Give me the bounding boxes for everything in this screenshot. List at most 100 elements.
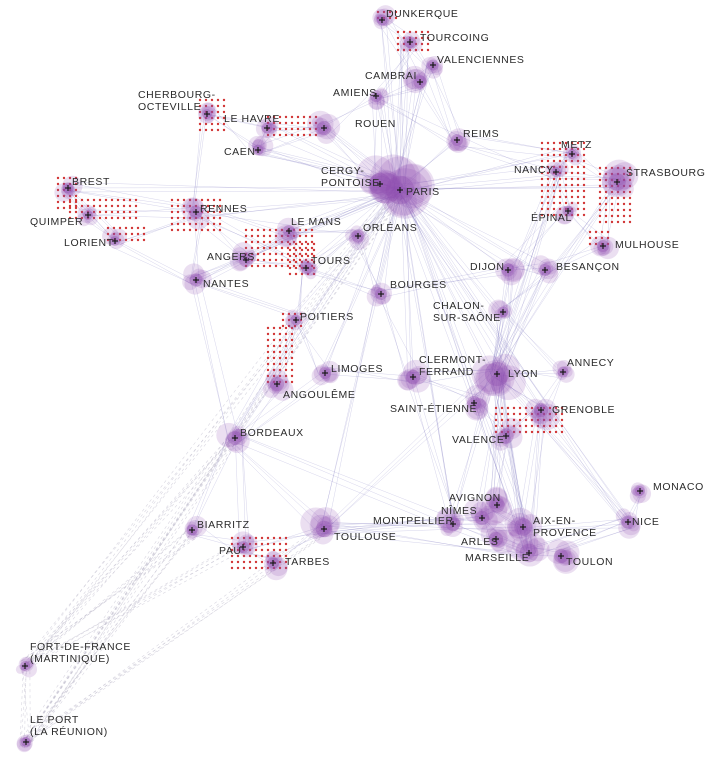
city-blob — [400, 368, 421, 389]
city-markers — [22, 17, 643, 745]
network-link — [261, 134, 272, 147]
grid-dot — [290, 127, 294, 131]
network-link — [399, 177, 554, 194]
grid-dot — [402, 36, 406, 40]
grid-dot — [560, 412, 564, 416]
network-link — [264, 121, 396, 191]
grid-dot — [194, 204, 198, 208]
grid-dot — [216, 122, 220, 126]
grid-dot — [284, 380, 288, 384]
grid-dot — [576, 141, 580, 145]
city-label-aix-line2: PROVENCE — [533, 527, 597, 539]
network-link — [404, 193, 414, 378]
grid-dot — [518, 430, 522, 434]
grid-dot — [294, 254, 298, 258]
grid-dot — [546, 195, 550, 199]
grid-dot — [272, 127, 276, 131]
city-blob — [627, 520, 640, 532]
grid-dot — [306, 254, 310, 258]
city-marker-leport — [23, 739, 29, 745]
grid-dot — [292, 240, 296, 244]
grid-dot — [268, 240, 272, 244]
network-link — [545, 246, 606, 274]
grid-dot — [260, 536, 264, 540]
grid-dot — [128, 204, 132, 208]
network-link — [328, 193, 396, 523]
grid-dot — [272, 350, 276, 354]
grid-dot — [296, 127, 300, 131]
network-link — [308, 268, 386, 301]
network-link — [252, 120, 327, 148]
city-blob — [375, 289, 391, 305]
grid-dot — [290, 380, 294, 384]
grid-dot — [268, 228, 272, 232]
city-blob — [596, 236, 620, 260]
grid-dot — [182, 228, 186, 232]
network-link — [188, 210, 307, 268]
city-blob — [471, 398, 487, 414]
grid-dot — [260, 554, 264, 558]
network-link — [501, 368, 522, 527]
grid-dot — [292, 252, 296, 256]
city-blob — [539, 261, 554, 276]
city-marker-limoges — [322, 370, 328, 376]
grid-dot — [554, 412, 558, 416]
network-link — [499, 509, 530, 524]
grid-dot — [254, 560, 258, 564]
city-blob — [201, 105, 216, 120]
grid-dot — [256, 228, 260, 232]
city-blob — [615, 508, 632, 524]
grid-dot — [512, 430, 516, 434]
city-blob — [19, 737, 31, 749]
city-label-clermont: CLERMONT- — [419, 354, 486, 366]
city-marker-lemans — [286, 228, 292, 234]
grid-dot — [212, 198, 216, 202]
network-link — [417, 377, 481, 397]
grid-dot — [564, 201, 568, 205]
grid-dot — [194, 222, 198, 226]
city-blob — [548, 166, 557, 176]
grid-dot — [582, 153, 586, 157]
network-link — [322, 367, 492, 530]
network-link — [233, 185, 399, 432]
grid-dot — [274, 240, 278, 244]
network-link — [459, 525, 531, 557]
grid-dot — [600, 236, 604, 240]
network-link — [560, 171, 570, 206]
network-link — [513, 172, 557, 276]
grid-dot — [616, 214, 620, 218]
grid-dot — [284, 554, 288, 558]
network-link — [461, 136, 551, 178]
grid-dot — [248, 536, 252, 540]
city-blob — [542, 260, 557, 275]
city-blob — [436, 508, 461, 533]
network-link — [393, 65, 434, 187]
grid-dot — [598, 220, 602, 224]
grid-dot — [244, 252, 248, 256]
network-link — [517, 415, 537, 529]
city-blob — [566, 206, 577, 217]
city-label-leport: LE PORT — [30, 714, 79, 726]
city-blob — [446, 130, 467, 152]
network-link — [399, 195, 510, 270]
grid-dot — [558, 183, 562, 187]
city-blob — [232, 541, 245, 555]
network-link — [261, 153, 403, 189]
grid-dot — [294, 266, 298, 270]
grid-dot — [290, 332, 294, 336]
network-link — [309, 268, 376, 292]
network-link — [399, 185, 454, 522]
grid-dot — [314, 115, 318, 119]
grid-dot — [280, 264, 284, 268]
city-blob — [369, 175, 393, 199]
grid-dot — [570, 195, 574, 199]
grid-dot — [142, 238, 146, 242]
grid-dot — [176, 198, 180, 202]
network-link — [399, 175, 550, 190]
city-blob — [265, 551, 280, 566]
city-marker-annecy — [560, 369, 566, 375]
grid-dot — [582, 147, 586, 151]
network-link — [190, 207, 251, 256]
grid-dot — [299, 318, 303, 322]
grid-dot — [284, 362, 288, 366]
